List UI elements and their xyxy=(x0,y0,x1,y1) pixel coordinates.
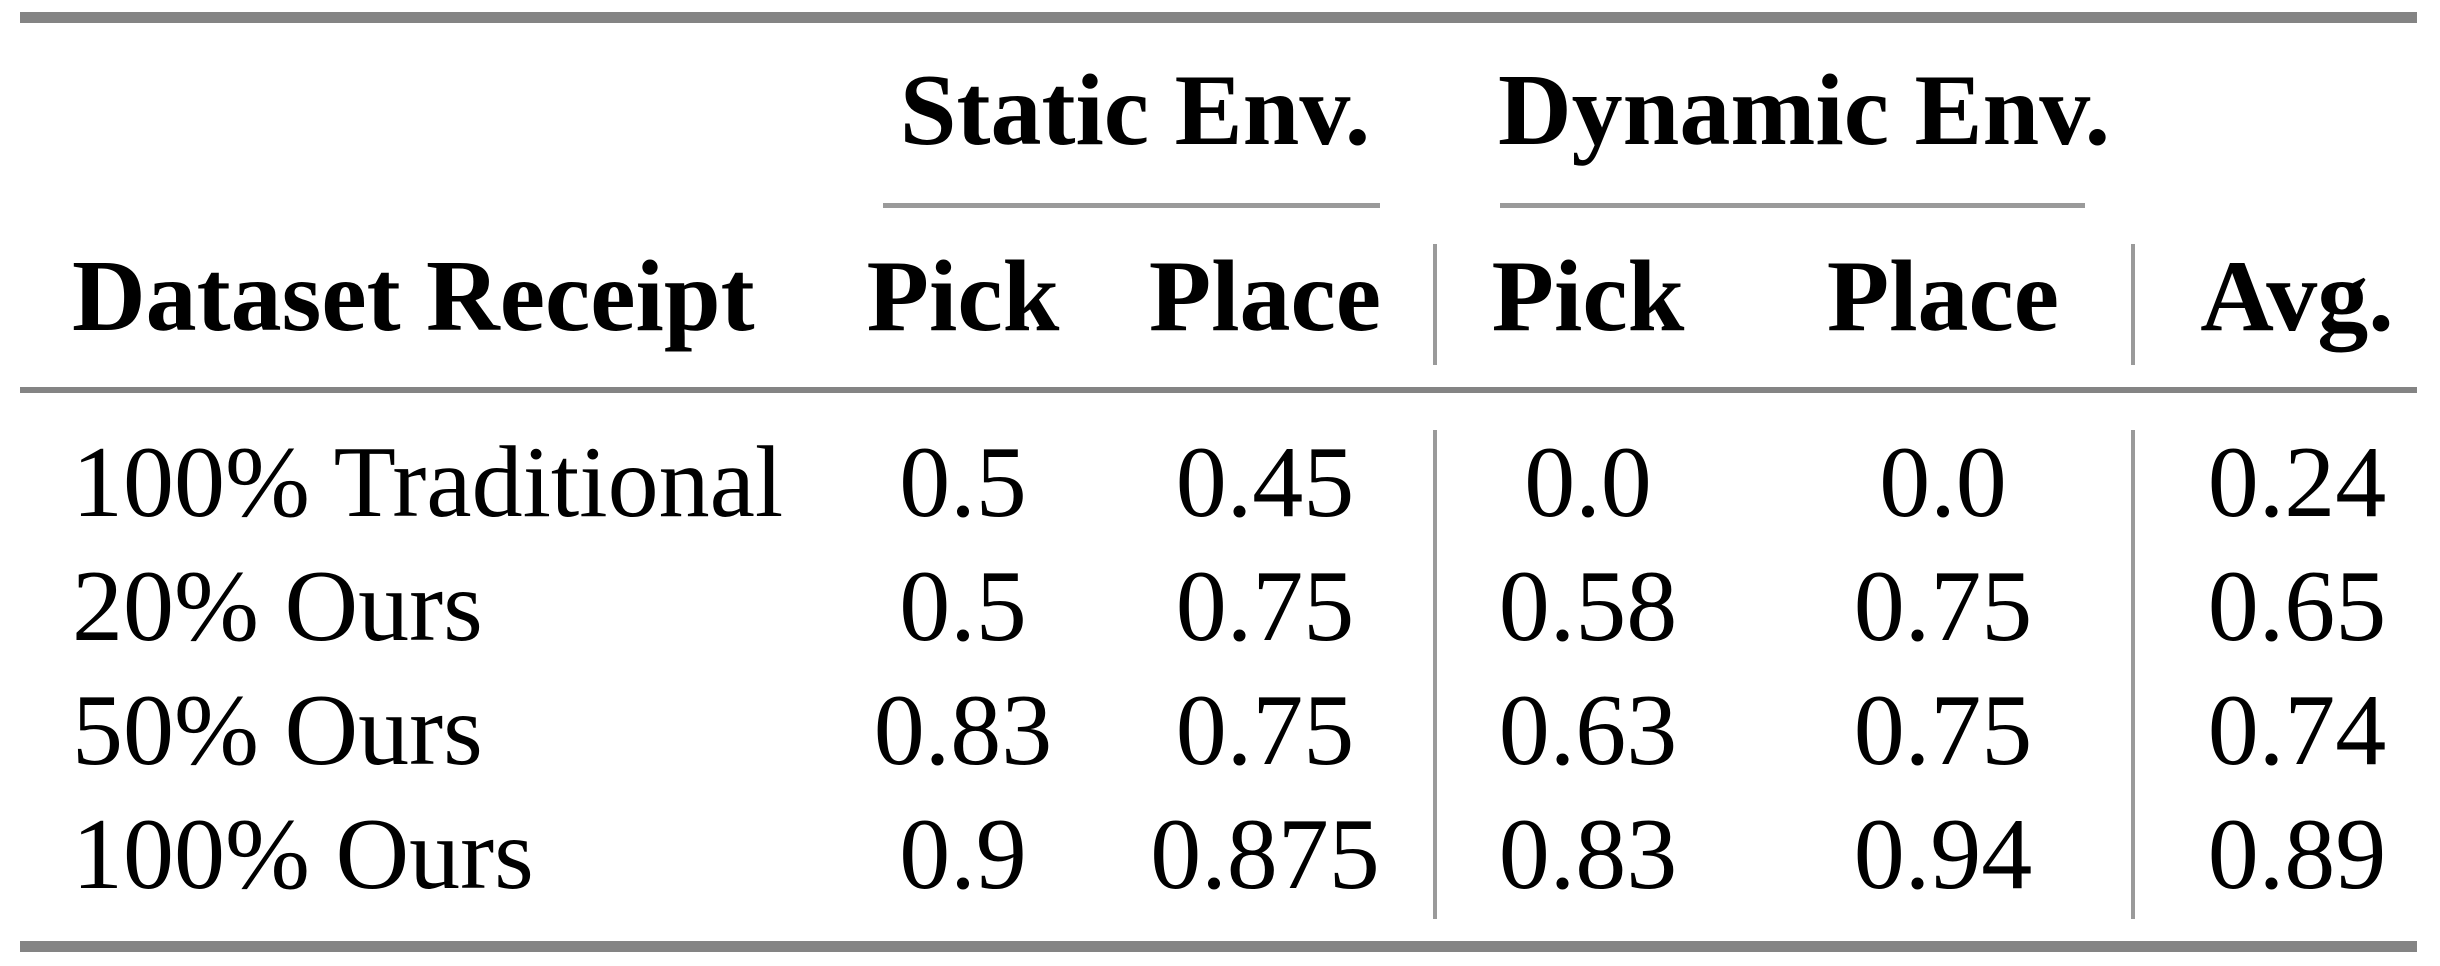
cell-static-pick: 0.5 xyxy=(899,426,1027,539)
col-header-dynamic-place: Place xyxy=(1826,240,2060,353)
table-row: 20% Ours 0.5 0.75 0.58 0.75 0.65 xyxy=(0,544,2440,669)
divider-dynamic-avg-header xyxy=(2131,244,2135,365)
cell-avg: 0.65 xyxy=(2207,550,2387,663)
cell-avg: 0.24 xyxy=(2207,426,2387,539)
cell-dynamic-place: 0.75 xyxy=(1853,674,2033,787)
divider-static-dynamic-header xyxy=(1433,244,1437,365)
row-label: 20% Ours xyxy=(72,550,483,663)
cell-static-pick: 0.9 xyxy=(899,798,1027,911)
table-mid-rule xyxy=(20,387,2417,393)
table-bottom-rule xyxy=(20,941,2417,952)
cmidrule-static-env xyxy=(883,203,1380,208)
cell-dynamic-place: 0.75 xyxy=(1853,550,2033,663)
table-top-rule xyxy=(20,12,2417,23)
group-header-dynamic-env: Dynamic Env. xyxy=(1498,54,2111,167)
cell-dynamic-pick: 0.0 xyxy=(1524,426,1652,539)
divider-static-dynamic-body xyxy=(1433,430,1437,919)
col-header-dataset-receipt: Dataset Receipt xyxy=(72,240,755,353)
cell-static-place: 0.875 xyxy=(1150,798,1380,911)
group-header-static-env: Static Env. xyxy=(899,54,1371,167)
cell-static-place: 0.75 xyxy=(1175,674,1355,787)
cell-static-place: 0.45 xyxy=(1175,426,1355,539)
table-row: 50% Ours 0.83 0.75 0.63 0.75 0.74 xyxy=(0,668,2440,793)
cell-dynamic-pick: 0.63 xyxy=(1498,674,1678,787)
cell-static-place: 0.75 xyxy=(1175,550,1355,663)
column-header-row: Dataset Receipt Pick Place Pick Place Av… xyxy=(0,234,2440,359)
col-header-static-place: Place xyxy=(1148,240,1382,353)
cell-dynamic-place: 0.94 xyxy=(1853,798,2033,911)
cell-dynamic-place: 0.0 xyxy=(1879,426,2007,539)
cell-avg: 0.74 xyxy=(2207,674,2387,787)
cell-avg: 0.89 xyxy=(2207,798,2387,911)
col-header-dynamic-pick: Pick xyxy=(1491,240,1685,353)
table-row: 100% Traditional 0.5 0.45 0.0 0.0 0.24 xyxy=(0,420,2440,545)
col-header-static-pick: Pick xyxy=(866,240,1060,353)
cmidrule-dynamic-env xyxy=(1500,203,2085,208)
divider-dynamic-avg-body xyxy=(2131,430,2135,919)
row-label: 50% Ours xyxy=(72,674,483,787)
cell-static-pick: 0.5 xyxy=(899,550,1027,663)
table-row: 100% Ours 0.9 0.875 0.83 0.94 0.89 xyxy=(0,792,2440,917)
col-header-avg: Avg. xyxy=(2200,240,2394,353)
row-label: 100% Ours xyxy=(72,798,534,911)
cell-static-pick: 0.83 xyxy=(873,674,1053,787)
cell-dynamic-pick: 0.58 xyxy=(1498,550,1678,663)
cell-dynamic-pick: 0.83 xyxy=(1498,798,1678,911)
row-label: 100% Traditional xyxy=(72,426,784,539)
group-header-row: Static Env. Dynamic Env. xyxy=(0,48,2440,173)
